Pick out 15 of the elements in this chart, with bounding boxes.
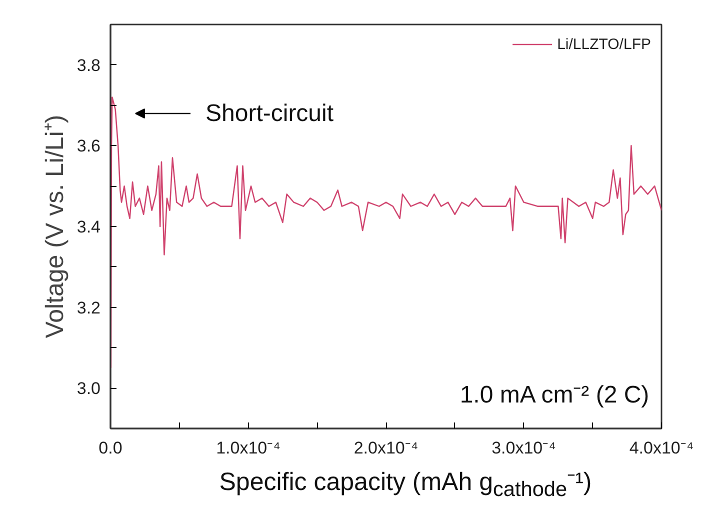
y-axis-title: Voltage (V vs. Li/Li⁺) <box>40 114 69 338</box>
legend-label: Li/LLZTO/LFP <box>557 36 651 52</box>
x-axis-title: Specific capacity (mAh g$_{cathode}$⁻¹) <box>218 467 593 503</box>
annotation: 1.0 mA cm⁻² (2 C) <box>460 382 650 408</box>
annotation: Short-circuit <box>206 100 334 127</box>
x-tick-label: 0.0 <box>98 438 122 458</box>
x-tick-label: 1.0x10⁻⁴ <box>216 438 280 458</box>
y-tick-label: 3.4 <box>76 218 101 236</box>
y-tick-label: 3.8 <box>76 56 101 75</box>
x-tick-label: 4.0x10⁻⁴ <box>629 438 694 458</box>
y-tick-label: 3.6 <box>76 136 101 156</box>
y-tick-label: 3.2 <box>76 298 101 318</box>
x-tick-label: 3.0x10⁻⁴ <box>492 438 556 458</box>
x-tick-label: 2.0x10⁻⁴ <box>354 438 418 458</box>
y-tick-label: 3.0 <box>76 379 101 398</box>
